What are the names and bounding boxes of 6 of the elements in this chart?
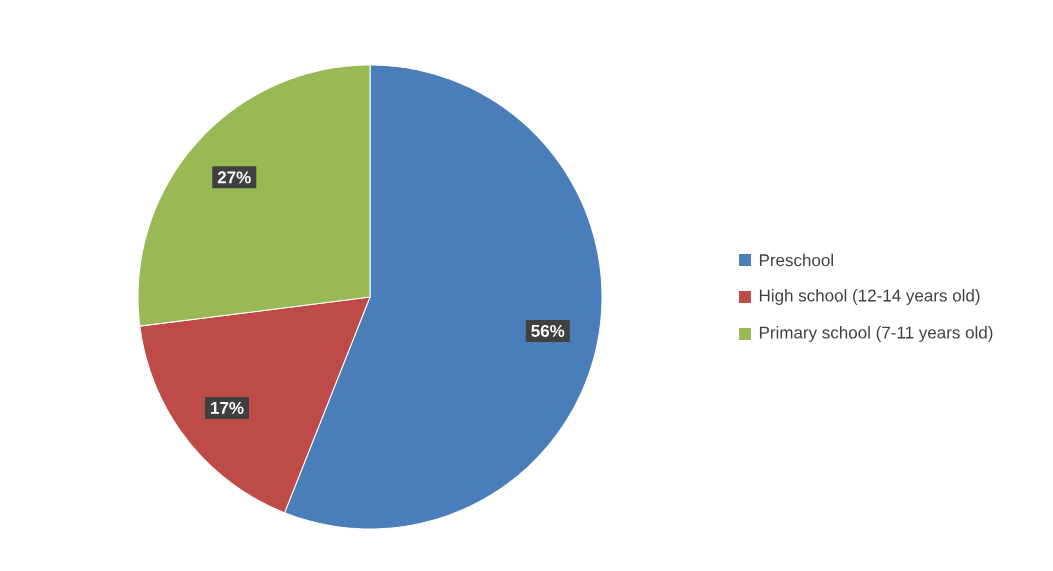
legend-label: High school (12-14 years old) (759, 289, 980, 305)
legend-label: Primary school (7-11 years old) (759, 326, 993, 342)
data-label: 56% (531, 324, 565, 337)
legend-label: Preschool (759, 253, 833, 267)
data-label: 27% (217, 171, 251, 184)
data-label: 17% (211, 401, 244, 414)
